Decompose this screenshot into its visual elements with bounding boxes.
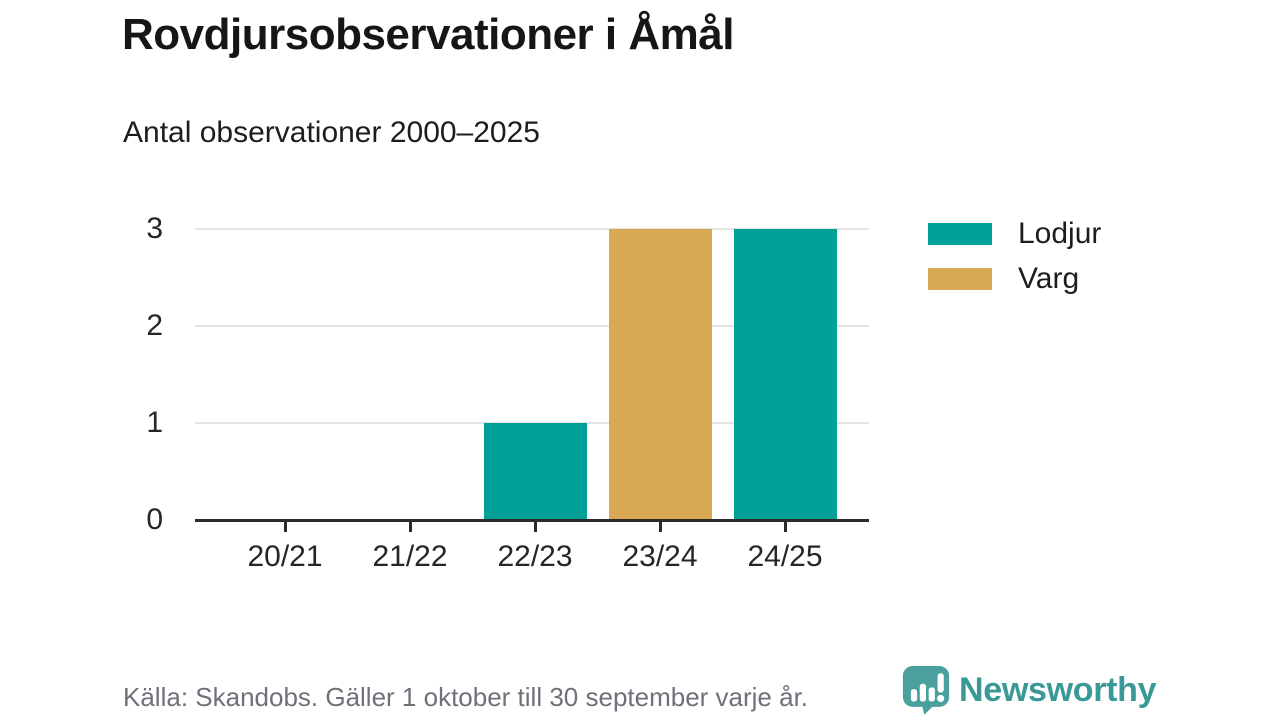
newsworthy-speech-bubble-chart-icon (902, 666, 950, 715)
chart-legend: Lodjur Varg (928, 217, 1101, 313)
newsworthy-wordmark: Newsworthy (959, 670, 1157, 709)
y-axis-tick-label: 3 (146, 212, 163, 245)
x-axis-category-label: 23/24 (622, 540, 698, 573)
gridline-3 (195, 228, 869, 230)
y-axis-tick-label: 1 (146, 406, 163, 439)
y-axis-tick-label: 2 (146, 309, 163, 342)
legend-label-lodjur: Lodjur (1018, 217, 1102, 250)
x-axis-tick (408, 522, 412, 532)
bar-lodjur-24-25 (733, 229, 837, 519)
legend-item-lodjur: Lodjur (928, 217, 1101, 250)
legend-label-varg: Varg (1018, 262, 1080, 295)
x-axis-tick (283, 522, 287, 532)
gridline-2 (195, 325, 869, 327)
x-axis-category-label: 21/22 (372, 540, 448, 573)
x-axis-category-label: 24/25 (747, 540, 823, 573)
y-axis-tick-label: 0 (146, 503, 163, 536)
x-axis-tick (783, 522, 787, 532)
newsworthy-logo: Newsworthy (902, 665, 1157, 715)
legend-swatch-varg (928, 268, 992, 290)
x-axis-category-label: 22/23 (497, 540, 573, 573)
source-note: Källa: Skandobs. Gäller 1 oktober till 3… (123, 682, 809, 712)
page-title: Rovdjursobservationer i Åmål (122, 10, 734, 59)
legend-item-varg: Varg (928, 262, 1101, 295)
bar-lodjur-22-23 (483, 423, 587, 519)
legend-swatch-lodjur (928, 223, 992, 245)
x-axis-category-label: 20/21 (247, 540, 323, 573)
x-axis-line (195, 519, 869, 522)
x-axis-tick (658, 522, 662, 532)
bar-varg-23-24 (608, 229, 712, 519)
x-axis-tick (533, 522, 537, 532)
chart-subtitle: Antal observationer 2000–2025 (123, 116, 540, 149)
